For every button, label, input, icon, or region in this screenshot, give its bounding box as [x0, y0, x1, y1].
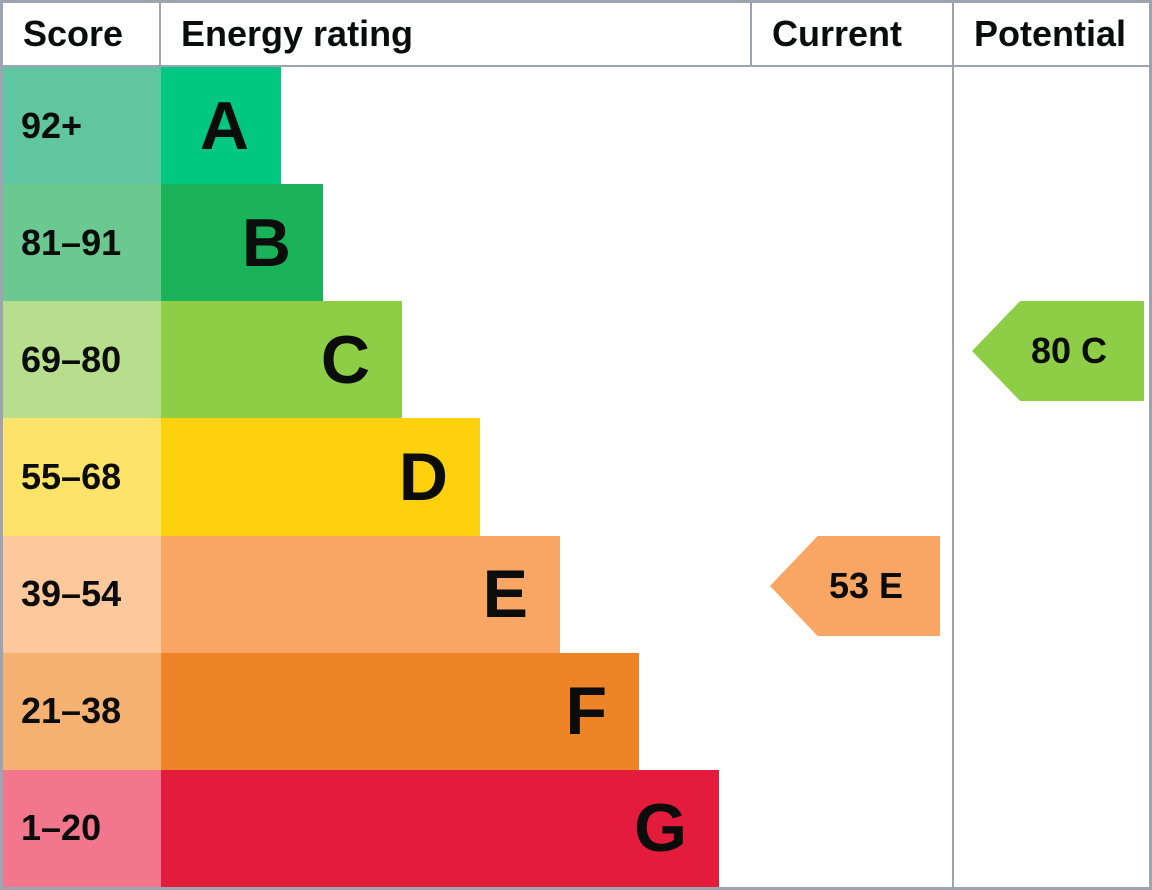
band-row-g: 1–20 G — [3, 769, 752, 887]
score-cell: 69–80 — [3, 301, 161, 419]
header-row: Score Energy rating Current Potential — [3, 3, 1149, 67]
potential-column: 80 C — [954, 67, 1149, 887]
rating-bar: E — [161, 535, 560, 653]
chart-body: 92+ A 81–91 B 69–80 C 55–68 D 39–54 E 21… — [3, 67, 1149, 887]
band-row-d: 55–68 D — [3, 418, 752, 536]
band-row-c: 69–80 C — [3, 301, 752, 419]
score-cell: 1–20 — [3, 769, 161, 887]
score-cell: 92+ — [3, 67, 161, 185]
rating-bar: C — [161, 301, 402, 419]
current-column: 53 E — [752, 67, 954, 887]
rating-bar: B — [161, 184, 323, 302]
header-potential: Potential — [974, 13, 1127, 54]
score-cell: 81–91 — [3, 184, 161, 302]
header-energy-rating: Energy rating — [161, 3, 752, 65]
score-cell: 21–38 — [3, 652, 161, 770]
rating-bar: A — [161, 67, 281, 185]
band-row-e: 39–54 E — [3, 535, 752, 653]
rating-bands: 92+ A 81–91 B 69–80 C 55–68 D 39–54 E 21… — [3, 67, 752, 887]
rating-bar: G — [161, 769, 719, 887]
current-arrow: 53 E — [770, 536, 940, 636]
rating-bar: D — [161, 418, 480, 536]
band-row-a: 92+ A — [3, 67, 752, 185]
score-cell: 39–54 — [3, 535, 161, 653]
rating-bar: F — [161, 652, 639, 770]
band-row-f: 21–38 F — [3, 652, 752, 770]
band-row-b: 81–91 B — [3, 184, 752, 302]
header-current: Current — [752, 3, 954, 65]
potential-arrow: 80 C — [972, 301, 1144, 401]
score-cell: 55–68 — [3, 418, 161, 536]
header-score: Score — [3, 3, 161, 65]
